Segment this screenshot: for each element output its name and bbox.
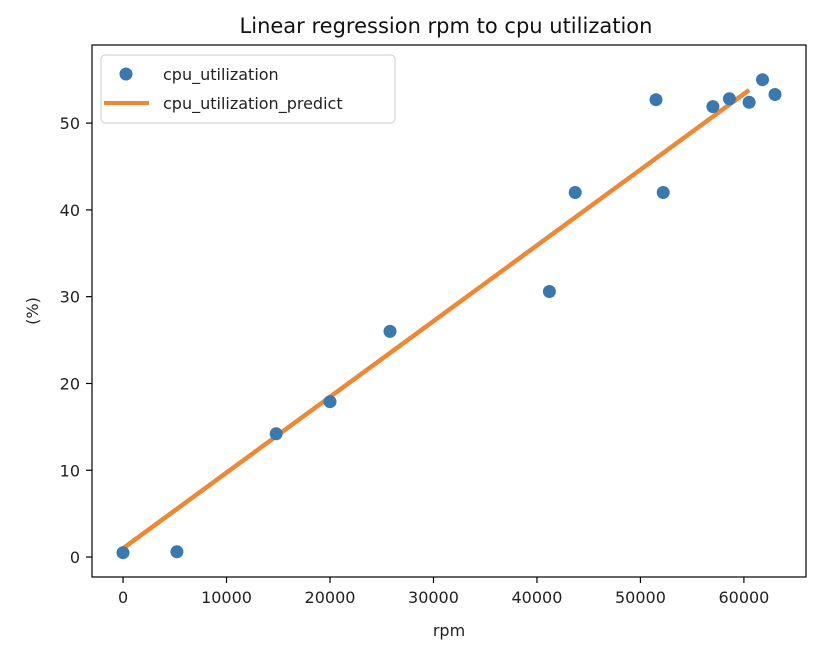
x-tick-label: 20000 [305, 588, 356, 607]
series-line-cpu-utilization-predict [121, 88, 751, 551]
y-tick-label: 30 [60, 288, 80, 307]
x-tick-label: 10000 [201, 588, 252, 607]
data-point-cpu-utilization-12 [756, 73, 769, 87]
legend-marker-cpu-utilization [119, 67, 133, 81]
axes-frame [91, 44, 807, 578]
data-point-cpu-utilization-8 [656, 186, 670, 199]
data-point-cpu-utilization-4 [383, 324, 397, 338]
x-axis-label: rpm [433, 621, 465, 640]
legend-box [100, 54, 396, 124]
data-point-cpu-utilization-1 [170, 545, 184, 559]
data-point-cpu-utilization-10 [722, 92, 736, 106]
plot-area [116, 73, 782, 560]
y-axis: 0 10 20 30 40 50 [60, 114, 92, 567]
data-point-cpu-utilization-0 [116, 546, 130, 560]
x-tick-label: 40000 [512, 588, 563, 607]
x-tick-label: 60000 [718, 588, 769, 607]
data-point-cpu-utilization-5 [542, 285, 556, 298]
data-point-cpu-utilization-13 [768, 88, 782, 101]
legend: cpu_utilization cpu_utilization_predict [100, 54, 396, 124]
data-point-cpu-utilization-11 [742, 95, 756, 109]
data-point-cpu-utilization-9 [706, 100, 720, 114]
y-tick-label: 20 [60, 374, 80, 393]
data-point-cpu-utilization-7 [649, 93, 663, 107]
x-tick-label: 0 [118, 588, 128, 607]
y-tick-label: 50 [60, 114, 80, 133]
legend-label-cpu-utilization: cpu_utilization [163, 65, 279, 85]
y-axis-label: (%) [23, 297, 42, 325]
data-point-cpu-utilization-2 [269, 427, 283, 441]
x-axis: 0 10000 20000 30000 40000 50000 60000 [118, 577, 769, 607]
x-tick-label: 30000 [408, 588, 459, 607]
chart-title: Linear regression rpm to cpu utilization [240, 14, 653, 38]
data-point-cpu-utilization-6 [568, 186, 582, 199]
y-tick-label: 40 [60, 201, 80, 220]
data-point-cpu-utilization-3 [323, 395, 337, 409]
legend-label-cpu-utilization-predict: cpu_utilization_predict [163, 94, 343, 114]
y-tick-label: 10 [60, 461, 80, 480]
x-tick-label: 50000 [615, 588, 666, 607]
y-tick-label: 0 [70, 548, 80, 567]
